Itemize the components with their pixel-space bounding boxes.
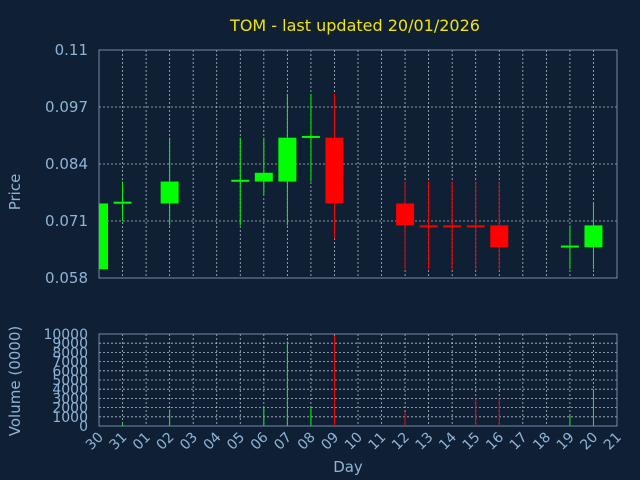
volume-tick-label: 9000: [52, 336, 88, 352]
candle: [490, 181, 509, 270]
x-tick-label: 11: [365, 430, 389, 454]
price-tick-label: 0.084: [45, 155, 88, 173]
volume-tick-label: 4000: [52, 382, 88, 398]
volume-tick-label: 6000: [52, 364, 88, 380]
x-tick-label: 03: [177, 430, 201, 454]
candle-body: [301, 135, 320, 138]
candle: [99, 203, 108, 270]
volume-tick-label: 5000: [52, 373, 88, 389]
x-tick-label: 12: [389, 430, 413, 454]
candle: [160, 137, 179, 226]
price-tick-label: 0.071: [45, 212, 88, 230]
candle: [113, 181, 132, 221]
candle-body: [113, 201, 132, 204]
candle-body: [490, 225, 509, 248]
candle-body: [396, 203, 415, 226]
x-tick-label: 31: [106, 430, 130, 454]
volume-tick-label: 8000: [52, 345, 88, 361]
candle: [560, 225, 579, 270]
x-tick-label: 09: [318, 430, 342, 454]
x-tick-label: 14: [436, 429, 460, 453]
x-tick-label: 06: [248, 429, 272, 453]
volume-frame: [98, 333, 618, 427]
volume-tick-label: 3000: [52, 391, 88, 407]
candle-body: [419, 225, 438, 228]
x-tick-label: 16: [483, 429, 507, 453]
x-tick-label: 02: [154, 430, 178, 454]
x-axis-label: Day: [333, 458, 363, 476]
candle-body: [584, 225, 603, 248]
candle-body: [160, 181, 179, 204]
candle-body: [231, 179, 250, 182]
candle: [466, 181, 485, 270]
x-axis: 30 31 01 02 03 04 05 06 07 08 09 10 11 12 13 14 15 16 17 18…: [83, 429, 625, 453]
chart-title: TOM - last updated 20/01/2026: [229, 16, 480, 35]
x-tick-label: 07: [271, 430, 295, 454]
candle-body: [254, 172, 273, 182]
x-tick-label: 04: [201, 429, 225, 453]
x-tick-label: 18: [530, 430, 554, 454]
price-frame: [98, 49, 618, 279]
candle: [254, 137, 273, 195]
price-panel: 0.11 0.097 0.084 0.071 0.058: [45, 41, 618, 287]
volume-panel: 1000090008000700060005000400030002000100…: [43, 327, 618, 435]
x-tick-label: 21: [601, 430, 625, 454]
candle: [443, 181, 462, 270]
candle: [584, 203, 603, 270]
x-tick-label: 20: [577, 430, 601, 454]
candle-body: [466, 225, 485, 228]
volume-tick-label: 2000: [52, 401, 88, 417]
candles-group: [99, 93, 603, 270]
candle: [301, 93, 320, 182]
candle-body: [560, 245, 579, 248]
candle: [419, 181, 438, 270]
volume-tick-label: 0: [79, 419, 88, 435]
x-tick-label: 01: [130, 430, 154, 454]
volume-tick-label: 1000: [52, 410, 88, 426]
volume-tick-label: 7000: [52, 355, 88, 371]
candle: [278, 93, 297, 226]
candle: [396, 181, 415, 270]
x-tick-label: 17: [507, 430, 531, 454]
volume-axis-label: Volume (0000): [6, 326, 24, 436]
candle-body: [443, 225, 462, 228]
x-tick-label: 10: [342, 430, 366, 454]
price-tick-label: 0.058: [45, 269, 88, 287]
x-tick-label: 19: [554, 430, 578, 454]
candle: [231, 137, 250, 226]
price-axis-label: Price: [6, 174, 24, 211]
candle-body: [99, 203, 108, 270]
candle: [325, 93, 344, 239]
x-tick-label: 08: [295, 430, 319, 454]
x-tick-label: 15: [460, 430, 484, 454]
volume-tick-label: 10000: [43, 327, 88, 343]
price-tick-label: 0.097: [45, 98, 88, 116]
x-tick-label: 05: [224, 430, 248, 454]
price-tick-label: 0.11: [55, 41, 88, 59]
x-tick-label: 13: [413, 430, 437, 454]
candle-body: [325, 137, 344, 204]
candle-body: [278, 137, 297, 182]
